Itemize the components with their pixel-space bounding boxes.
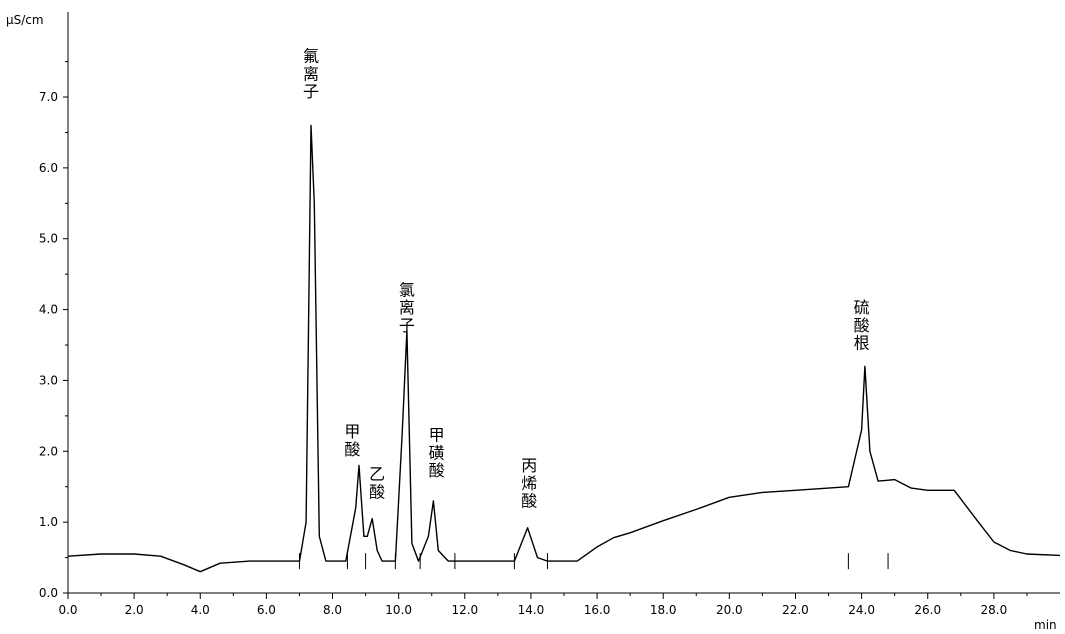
y-tick-label: 2.0 xyxy=(39,444,58,458)
axis-ticks: 0.0 1.0 2.0 3.0 4.0 5.0 6.0 7.0 0.0 2.0 4.0 6.0 8.0 1… xyxy=(39,61,1028,617)
x-tick-label: 28.0 xyxy=(981,603,1008,617)
peak-label-char: 离 xyxy=(303,64,319,83)
x-tick-label: 22.0 xyxy=(782,603,809,617)
x-tick-label: 0.0 xyxy=(58,603,77,617)
peak-label-char: 酸 xyxy=(344,440,360,459)
peak-label-char: 烯 xyxy=(521,474,537,493)
x-tick-label: 14.0 xyxy=(518,603,545,617)
x-tick-label: 24.0 xyxy=(848,603,875,617)
x-tick-label: 16.0 xyxy=(584,603,611,617)
y-tick-label: 1.0 xyxy=(39,515,58,529)
x-tick-label: 18.0 xyxy=(650,603,677,617)
peak-label-char: 根 xyxy=(854,334,870,353)
peak-label-char: 酸 xyxy=(429,461,445,480)
x-axis-unit-label: min xyxy=(1034,618,1057,632)
peak-label-char: 离 xyxy=(399,298,415,317)
peak-label-char: 酸 xyxy=(521,492,537,511)
peak-label-char: 氟 xyxy=(303,47,319,66)
series-group xyxy=(67,124,1061,573)
peak-label-char: 甲 xyxy=(429,426,445,445)
y-tick-label: 3.0 xyxy=(39,373,58,387)
y-tick-label: 7.0 xyxy=(39,90,58,104)
x-tick-label: 6.0 xyxy=(257,603,276,617)
peak-label-char: 乙 xyxy=(369,465,385,484)
peak-label-char: 磺 xyxy=(429,443,445,462)
axes: µS/cm min xyxy=(6,12,1060,632)
y-tick-label: 0.0 xyxy=(39,586,58,600)
peak-label-char: 氯 xyxy=(399,280,415,299)
x-tick-label: 12.0 xyxy=(451,603,478,617)
x-tick-label: 26.0 xyxy=(914,603,941,617)
x-tick-label: 4.0 xyxy=(191,603,210,617)
peak-label-char: 酸 xyxy=(854,316,870,335)
x-tick-label: 2.0 xyxy=(125,603,144,617)
y-axis-unit-label: µS/cm xyxy=(6,13,44,27)
series-line xyxy=(67,124,1061,573)
x-tick-label: 20.0 xyxy=(716,603,743,617)
y-tick-label: 6.0 xyxy=(39,161,58,175)
peak-label-char: 子 xyxy=(303,82,319,101)
peak-label-char: 丙 xyxy=(521,456,537,475)
peak-label-char: 子 xyxy=(399,316,415,335)
x-tick-label: 10.0 xyxy=(385,603,412,617)
y-tick-label: 5.0 xyxy=(39,232,58,246)
x-tick-label: 8.0 xyxy=(323,603,342,617)
peak-label-char: 硫 xyxy=(854,298,870,317)
y-tick-label: 4.0 xyxy=(39,303,58,317)
peak-label-char: 甲 xyxy=(344,422,360,441)
peak-label-char: 酸 xyxy=(369,482,385,501)
